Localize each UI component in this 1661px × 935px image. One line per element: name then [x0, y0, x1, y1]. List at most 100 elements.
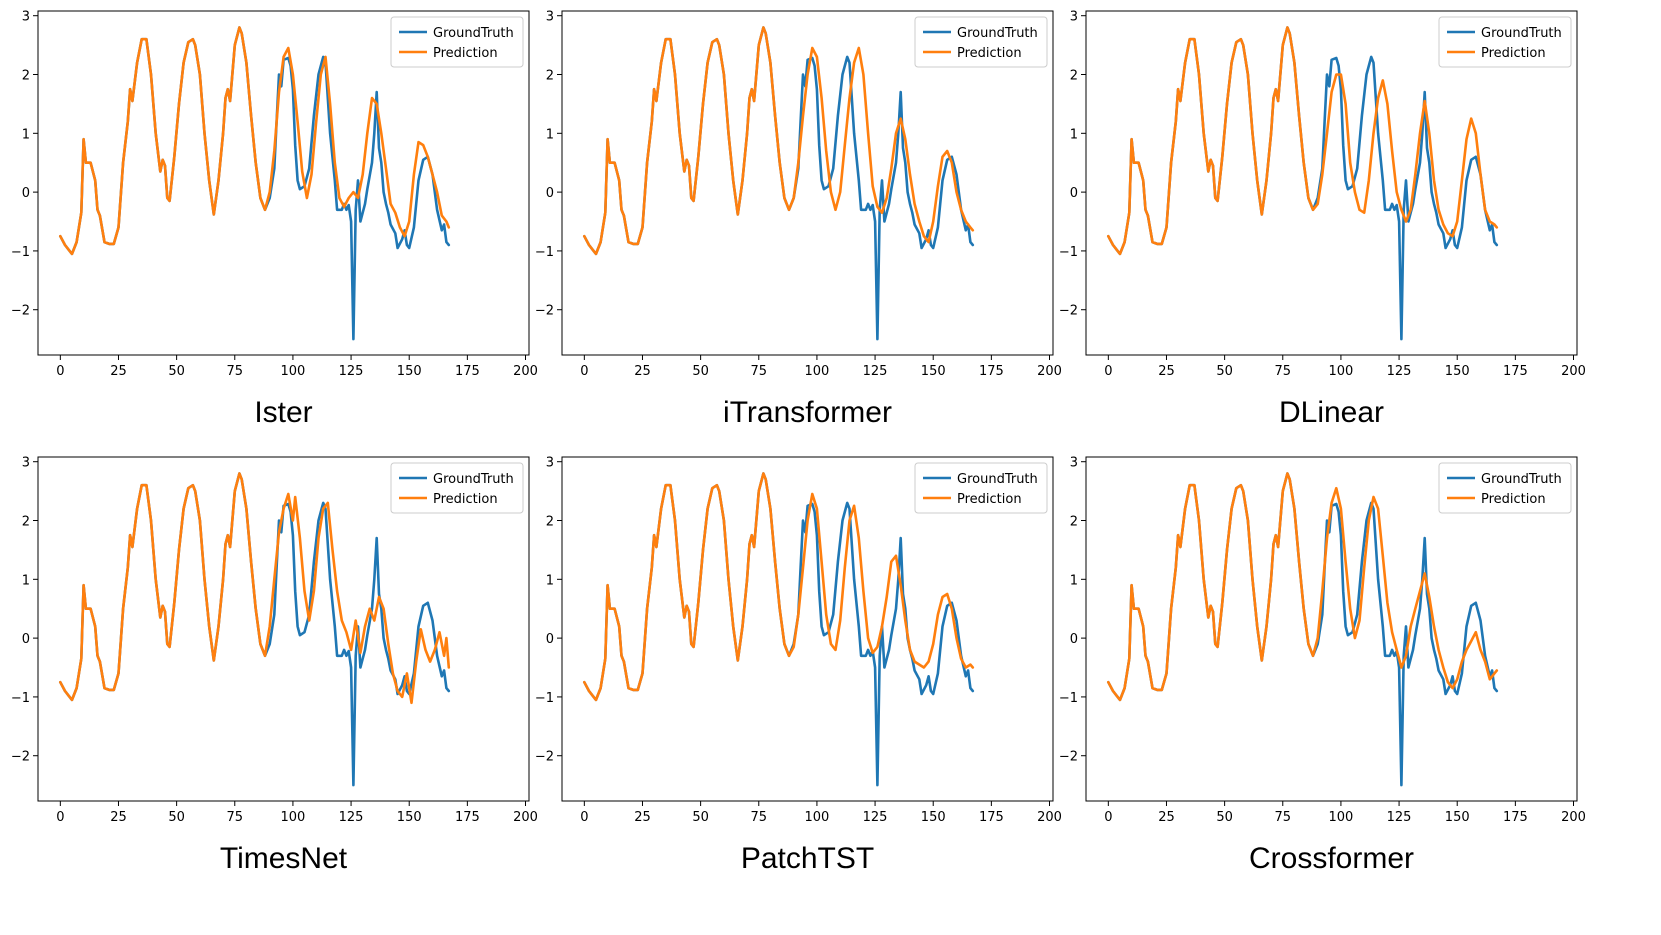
- y-tick-label: −2: [535, 750, 554, 765]
- chart-panel-4: 0 25 50 75 100 125 150 175 200 −2 −1 0 1 2 3 GroundTrut…: [11, 456, 538, 875]
- x-tick-label: 100: [281, 810, 306, 825]
- y-tick-label: 0: [546, 632, 554, 647]
- series-line-groundtruth: [59, 472, 451, 787]
- legend-box: [1438, 16, 1572, 68]
- x-tick-label: 100: [805, 364, 830, 379]
- x-tick-label: 75: [1274, 810, 1291, 825]
- legend-label-groundtruth: GroundTruth: [1481, 472, 1562, 487]
- legend-label-groundtruth: GroundTruth: [957, 472, 1038, 487]
- axes-frame: [1085, 456, 1578, 802]
- chart-panel-6: 0 25 50 75 100 125 150 175 200 −2 −1 0 1 2 3 GroundTrut…: [1059, 456, 1586, 875]
- legend-label-prediction: Prediction: [433, 492, 498, 507]
- panel-caption: Ister: [254, 396, 312, 429]
- x-tick-label: 175: [455, 364, 480, 379]
- y-tick-label: 1: [22, 127, 30, 142]
- legend: GroundTruth Prediction: [390, 462, 524, 514]
- legend-label-groundtruth: GroundTruth: [433, 472, 514, 487]
- x-tick-label: 0: [1104, 810, 1112, 825]
- x-tick-label: 75: [226, 364, 243, 379]
- x-tick-label: 75: [750, 364, 767, 379]
- x-tick-label: 125: [339, 364, 364, 379]
- chart-panel-5: 0 25 50 75 100 125 150 175 200 −2 −1 0 1 2 3 GroundTrut…: [535, 456, 1062, 875]
- y-tick-label: 3: [1070, 456, 1078, 471]
- axes-frame: [37, 456, 530, 802]
- legend-label-prediction: Prediction: [957, 492, 1022, 507]
- series-line-prediction: [583, 472, 975, 702]
- legend: GroundTruth Prediction: [1438, 462, 1572, 514]
- y-tick-label: 0: [1070, 632, 1078, 647]
- series-line-groundtruth: [1107, 26, 1499, 341]
- y-tick-label: 3: [1070, 10, 1078, 25]
- x-tick-label: 200: [1561, 364, 1586, 379]
- x-tick-label: 75: [750, 810, 767, 825]
- x-tick-label: 200: [1561, 810, 1586, 825]
- x-tick-label: 200: [1037, 810, 1062, 825]
- series-line-prediction: [583, 26, 975, 256]
- y-tick-label: −1: [535, 245, 554, 260]
- x-tick-label: 75: [1274, 364, 1291, 379]
- x-tick-label: 150: [397, 364, 422, 379]
- panel-caption: TimesNet: [220, 842, 348, 875]
- legend: GroundTruth Prediction: [390, 16, 524, 68]
- x-tick-label: 200: [513, 364, 538, 379]
- series-line-prediction: [1107, 472, 1499, 702]
- y-tick-label: −2: [535, 304, 554, 319]
- x-tick-label: 200: [513, 810, 538, 825]
- x-tick-label: 125: [863, 810, 888, 825]
- x-tick-label: 125: [863, 364, 888, 379]
- y-tick-label: 2: [546, 515, 554, 530]
- y-tick-label: 0: [546, 186, 554, 201]
- x-tick-label: 100: [281, 364, 306, 379]
- panel-caption: PatchTST: [741, 842, 874, 875]
- y-tick-label: 2: [546, 69, 554, 84]
- x-tick-label: 50: [1216, 810, 1233, 825]
- x-tick-label: 175: [979, 364, 1004, 379]
- chart-panel-3: 0 25 50 75 100 125 150 175 200 −2 −1 0 1 2 3 GroundTrut…: [1059, 10, 1586, 429]
- x-tick-label: 25: [634, 810, 651, 825]
- panel-caption: DLinear: [1279, 396, 1384, 429]
- y-tick-label: −2: [1059, 304, 1078, 319]
- x-tick-label: 25: [110, 810, 127, 825]
- y-tick-label: −1: [535, 691, 554, 706]
- x-tick-label: 25: [1158, 810, 1175, 825]
- legend-label-groundtruth: GroundTruth: [957, 26, 1038, 41]
- y-tick-label: 2: [1070, 515, 1078, 530]
- y-tick-label: 2: [1070, 69, 1078, 84]
- series-line-groundtruth: [59, 26, 451, 341]
- chart-panel-1: 0 25 50 75 100 125 150 175 200 −2 −1 0 1 2 3 GroundTrut…: [11, 10, 538, 429]
- series-line-groundtruth: [583, 472, 975, 787]
- series-line-prediction: [59, 472, 451, 705]
- y-tick-label: −2: [11, 750, 30, 765]
- axes-frame: [561, 456, 1054, 802]
- y-tick-label: −1: [11, 691, 30, 706]
- x-tick-label: 100: [1329, 364, 1354, 379]
- y-tick-label: −1: [1059, 245, 1078, 260]
- x-tick-label: 150: [397, 810, 422, 825]
- y-tick-label: 1: [22, 573, 30, 588]
- y-tick-label: −1: [11, 245, 30, 260]
- x-tick-label: 50: [692, 364, 709, 379]
- x-tick-label: 175: [455, 810, 480, 825]
- y-tick-label: 1: [546, 573, 554, 588]
- legend-label-prediction: Prediction: [1481, 492, 1546, 507]
- x-tick-label: 150: [1445, 364, 1470, 379]
- x-tick-label: 175: [979, 810, 1004, 825]
- x-tick-label: 150: [1445, 810, 1470, 825]
- legend-label-prediction: Prediction: [957, 46, 1022, 61]
- legend-box: [1438, 462, 1572, 514]
- series-line-groundtruth: [1107, 472, 1499, 787]
- x-tick-label: 25: [634, 364, 651, 379]
- x-tick-label: 50: [168, 810, 185, 825]
- x-tick-label: 125: [339, 810, 364, 825]
- x-tick-label: 100: [1329, 810, 1354, 825]
- y-tick-label: 0: [22, 186, 30, 201]
- panel-caption: Crossformer: [1249, 842, 1414, 875]
- legend-label-prediction: Prediction: [1481, 46, 1546, 61]
- y-tick-label: 0: [22, 632, 30, 647]
- x-tick-label: 175: [1503, 364, 1528, 379]
- y-tick-label: 3: [22, 456, 30, 471]
- series-line-groundtruth: [583, 26, 975, 341]
- axes-frame: [561, 10, 1054, 356]
- axes-frame: [1085, 10, 1578, 356]
- legend: GroundTruth Prediction: [914, 16, 1048, 68]
